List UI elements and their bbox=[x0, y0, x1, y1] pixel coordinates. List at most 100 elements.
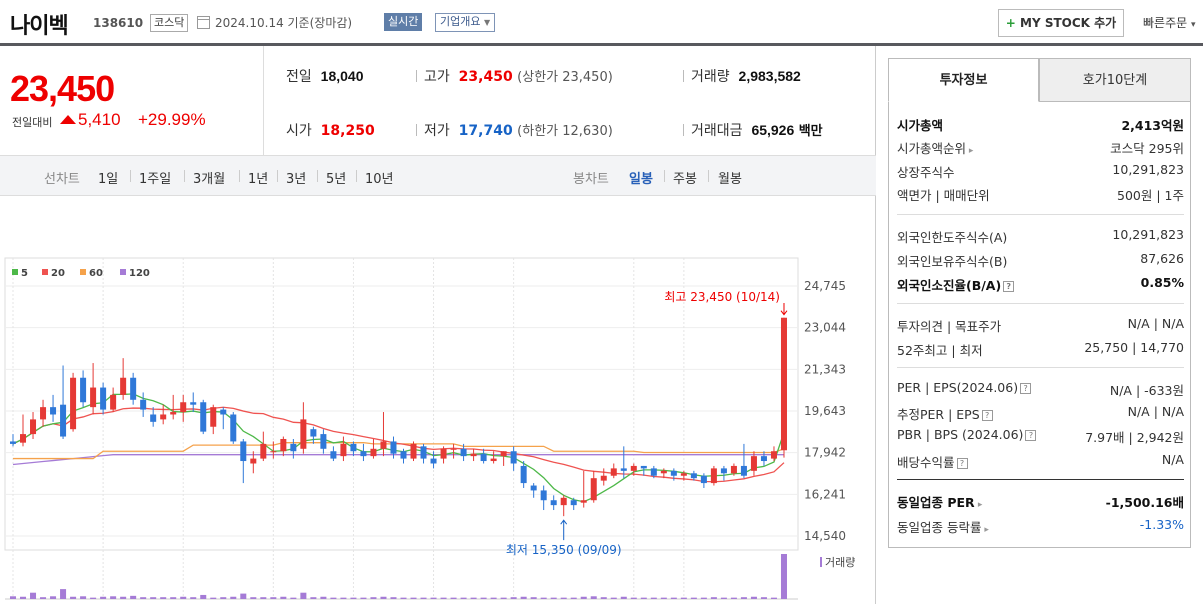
volume-bar bbox=[330, 597, 337, 599]
tab-monthly[interactable]: 월봉 bbox=[718, 172, 742, 187]
info-label: 동일업종 PER ▸ bbox=[897, 495, 983, 510]
legend-swatch bbox=[80, 269, 86, 275]
candle-body bbox=[630, 465, 637, 471]
y-tick-label: 21,343 bbox=[804, 362, 846, 376]
y-tick-label: 24,745 bbox=[804, 279, 846, 293]
info-row[interactable]: 동일업종 PER ▸ -1,500.16배 bbox=[897, 489, 1184, 511]
info-row[interactable]: 추정PER | EPS? N/A | N/A bbox=[897, 401, 1184, 423]
help-icon[interactable]: ? bbox=[981, 410, 993, 421]
low-label: 저가 bbox=[424, 123, 450, 139]
candle-body bbox=[120, 377, 127, 395]
volume-bar bbox=[700, 597, 707, 599]
tab-1y[interactable]: 1년 bbox=[248, 172, 269, 187]
tab-3y[interactable]: 3년 bbox=[286, 172, 307, 187]
legend-swatch bbox=[42, 269, 48, 275]
candle-body bbox=[130, 377, 137, 400]
volume-bar bbox=[360, 597, 367, 599]
tab-1w[interactable]: 1주일 bbox=[139, 172, 172, 187]
help-icon[interactable]: ? bbox=[1003, 281, 1015, 292]
y-tick-label: 16,241 bbox=[804, 487, 846, 501]
info-value: 500원 | 1주 bbox=[1117, 188, 1184, 203]
divider bbox=[683, 70, 684, 82]
legend-label: 20 bbox=[51, 268, 65, 279]
volume-bar bbox=[420, 597, 427, 599]
candle-body bbox=[400, 451, 407, 459]
realtime-button[interactable]: 실시간 bbox=[384, 13, 423, 31]
info-row[interactable]: 배당수익률? N/A bbox=[897, 449, 1184, 471]
tab-1d[interactable]: 1일 bbox=[98, 172, 119, 187]
candle-body bbox=[410, 443, 417, 459]
info-label: 투자의견 | 목표주가 bbox=[897, 319, 1002, 334]
candle-body bbox=[380, 441, 387, 449]
candle-body bbox=[190, 402, 197, 405]
trade-amount: 거래대금 65,926 백만 bbox=[691, 120, 823, 140]
change-value: 5,410 bbox=[60, 110, 121, 130]
info-row[interactable]: 시가총액순위 ▸ 코스닥 295위 bbox=[897, 135, 1184, 157]
tab-weekly[interactable]: 주봉 bbox=[673, 172, 697, 187]
candle-body bbox=[310, 429, 317, 437]
candle-body bbox=[240, 441, 247, 462]
candle-body bbox=[480, 453, 487, 462]
tab-orderbook[interactable]: 호가10단계 bbox=[1039, 58, 1191, 102]
y-tick-label: 19,643 bbox=[804, 404, 846, 418]
candle-body bbox=[270, 451, 277, 453]
help-icon[interactable]: ? bbox=[956, 458, 968, 469]
info-row: 상장주식수 10,291,823 bbox=[897, 159, 1184, 181]
tab-10y[interactable]: 10년 bbox=[365, 172, 394, 187]
tab-invest-info[interactable]: 투자정보 bbox=[888, 58, 1039, 102]
volume-bar bbox=[580, 596, 587, 599]
volume-bar bbox=[760, 597, 767, 599]
divider bbox=[317, 170, 318, 182]
candle-body bbox=[560, 497, 567, 506]
info-row[interactable]: 동일업종 등락률 ▸ -1.33% bbox=[897, 514, 1184, 536]
volume-bar bbox=[380, 596, 387, 599]
info-value: N/A | N/A bbox=[1127, 316, 1184, 331]
arrow-right-icon[interactable]: ▸ bbox=[974, 500, 983, 510]
volume-bar bbox=[750, 596, 757, 599]
volume-bar bbox=[370, 597, 377, 599]
help-icon[interactable]: ? bbox=[1020, 383, 1032, 394]
volume-bar bbox=[190, 597, 197, 599]
volume-bar bbox=[470, 597, 477, 599]
info-label: 외국인보유주식수(B) bbox=[897, 254, 1008, 269]
volume-bar bbox=[20, 596, 27, 599]
candle-body bbox=[430, 458, 437, 464]
info-row[interactable]: PER | EPS(2024.06)? N/A | -633원 bbox=[897, 377, 1184, 399]
arrow-right-icon[interactable]: ▸ bbox=[981, 525, 989, 535]
candle-body bbox=[500, 451, 507, 457]
tab-5y[interactable]: 5년 bbox=[326, 172, 347, 187]
candle-body bbox=[280, 438, 287, 452]
volume-bar bbox=[450, 597, 457, 599]
candle-body bbox=[660, 470, 667, 474]
info-value: 25,750 | 14,770 bbox=[1084, 340, 1184, 355]
info-row[interactable]: PBR | BPS (2024.06)? 7.97배 | 2,942원 bbox=[897, 424, 1184, 446]
tab-daily[interactable]: 일봉 bbox=[629, 172, 653, 187]
candle-body bbox=[690, 473, 697, 479]
volume-bar bbox=[680, 597, 687, 599]
candle-body bbox=[650, 468, 657, 476]
low-annotation: 최저 15,350 (09/09) bbox=[506, 543, 622, 557]
volume-bar bbox=[100, 596, 107, 599]
volume-bar bbox=[180, 596, 187, 599]
candle-body bbox=[210, 407, 217, 427]
info-label: 배당수익률? bbox=[897, 452, 968, 471]
candle-body bbox=[450, 448, 457, 450]
volume-bar bbox=[610, 597, 617, 599]
volume-legend-label: 거래량 bbox=[825, 556, 855, 569]
info-row[interactable]: 외국인소진율(B/A)? 0.85% bbox=[897, 272, 1184, 294]
tab-3m[interactable]: 3개월 bbox=[193, 172, 226, 187]
volume-bar bbox=[160, 597, 167, 599]
my-stock-add-button[interactable]: + MY STOCK 추가 bbox=[998, 9, 1124, 37]
info-value: N/A | -633원 bbox=[1109, 383, 1184, 398]
corp-info-dropdown[interactable]: 기업개요 ▼ bbox=[435, 13, 496, 32]
help-icon[interactable]: ? bbox=[1025, 430, 1037, 441]
candle-body bbox=[600, 475, 607, 481]
quick-order-button[interactable]: 빠른주문 ▾ bbox=[1143, 14, 1196, 31]
arrow-right-icon[interactable]: ▸ bbox=[966, 146, 974, 156]
volume-bar bbox=[690, 597, 697, 599]
info-value: 87,626 bbox=[1140, 251, 1184, 266]
low-price: 저가 17,740 (하한가 12,630) bbox=[424, 120, 613, 140]
info-label: PBR | BPS (2024.06)? bbox=[897, 427, 1037, 442]
y-tick-label: 23,044 bbox=[804, 321, 846, 335]
volume-bar bbox=[340, 597, 347, 599]
